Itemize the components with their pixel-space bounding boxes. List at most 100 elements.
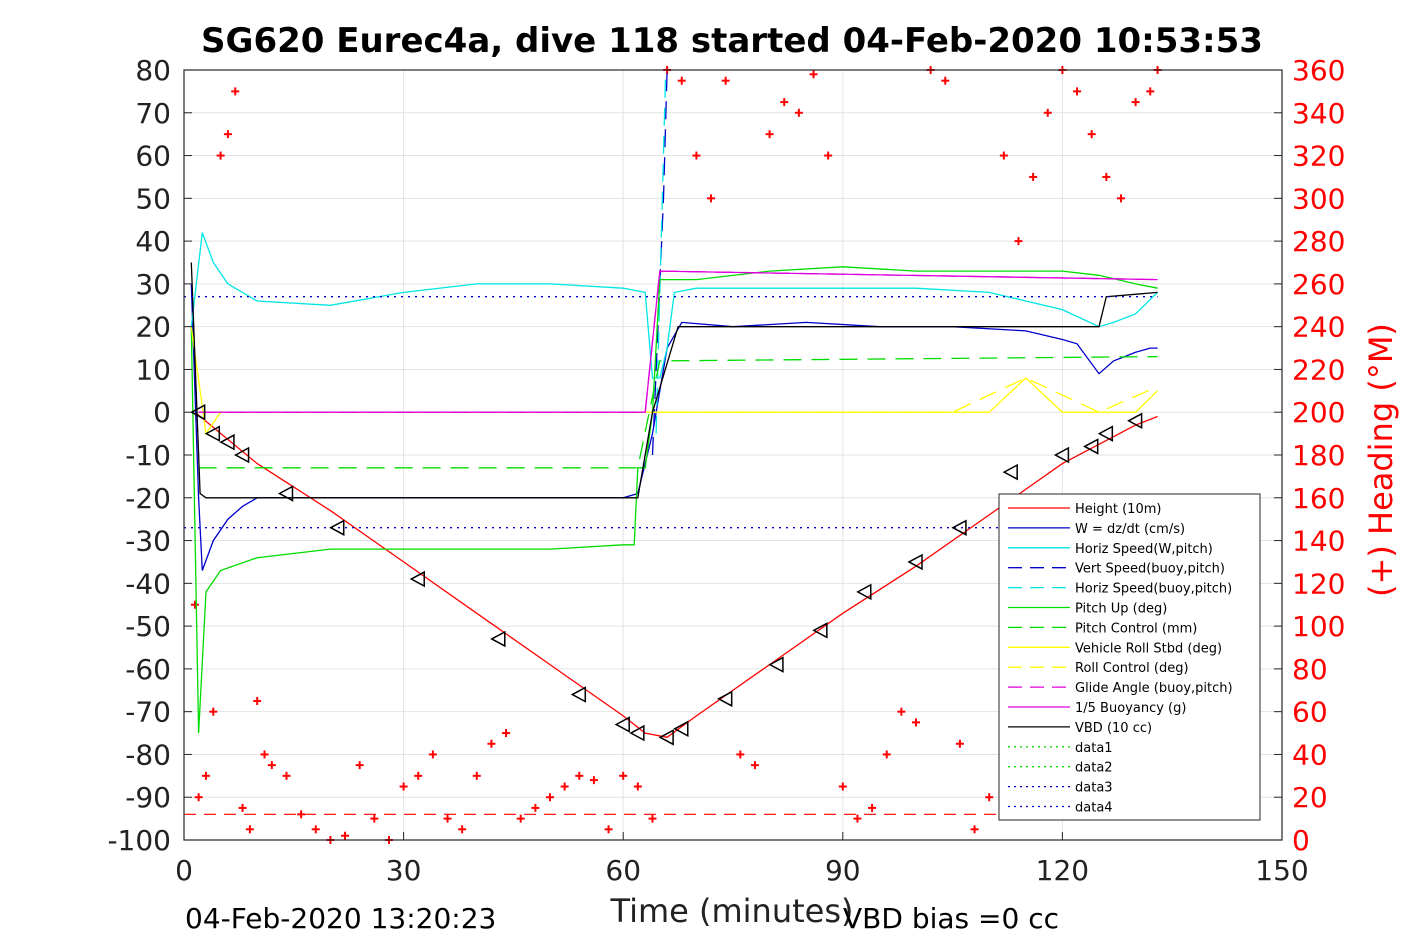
dive-marker	[490, 630, 506, 648]
heading-point	[970, 825, 979, 834]
y-axis-ticks: 80 70 60 50 40 30 20 10 0 -10 -20 -30 -40 -50 -60 -70 -8…	[107, 54, 192, 857]
y2-tick-label: 280	[1292, 225, 1345, 258]
legend: Height (10m) W = dz/dt (cm/s) Horiz Speed(…	[998, 493, 1261, 821]
heading-point	[765, 130, 774, 139]
heading-point	[560, 782, 569, 791]
legend-label: Glide Angle (buoy,pitch)	[1075, 681, 1233, 696]
y2-tick-label: 240	[1292, 311, 1345, 344]
x-tick-label: 120	[1036, 854, 1089, 887]
heading-point	[1014, 237, 1023, 246]
heading-point	[267, 761, 276, 770]
heading-point	[692, 151, 701, 160]
y-tick-label: 50	[135, 182, 171, 215]
legend-label: Pitch Up (deg)	[1075, 602, 1167, 617]
dive-marker	[768, 656, 784, 673]
heading-point	[750, 761, 759, 770]
heading-point	[443, 814, 452, 823]
y-tick-label: 30	[135, 268, 171, 301]
x-tick-label: 30	[386, 854, 422, 887]
legend-label: Roll Control (deg)	[1075, 661, 1189, 676]
y2-tick-label: 120	[1292, 567, 1345, 600]
heading-point	[399, 782, 408, 791]
y2-tick-label: 80	[1292, 653, 1328, 686]
dive-marker	[219, 433, 235, 451]
y2-tick-label: 220	[1292, 353, 1345, 386]
heading-point	[414, 771, 423, 780]
footer-vbd-bias: VBD bias =0 cc	[843, 902, 1059, 935]
dive-marker	[1097, 425, 1114, 442]
dive-marker	[204, 425, 221, 442]
legend-label: data2	[1075, 761, 1113, 776]
dive-marker	[951, 519, 967, 536]
dive-marker	[812, 622, 828, 639]
y2-tick-label: 200	[1292, 396, 1345, 429]
heading-point	[1087, 130, 1096, 139]
series-line-10	[198, 270, 1158, 413]
y-tick-label: 20	[135, 311, 171, 344]
x-axis-label: Time (minutes)	[610, 892, 854, 930]
x-tick-label: 90	[825, 854, 861, 887]
heading-point	[882, 750, 891, 759]
heading-point	[1131, 98, 1140, 107]
y-tick-label: 70	[135, 97, 171, 130]
heading-point	[1029, 172, 1038, 181]
y-tick-label: -20	[125, 482, 171, 515]
dive-marker	[658, 729, 674, 746]
heading-point	[633, 782, 642, 791]
heading-point	[604, 825, 613, 834]
dive-marker	[233, 446, 250, 464]
heading-point	[1043, 108, 1052, 117]
legend-label: data3	[1075, 781, 1113, 796]
dive-marker	[409, 570, 425, 588]
chart-title: SG620 Eurec4a, dive 118 started 04-Feb-2…	[201, 21, 1263, 61]
heading-point	[487, 739, 496, 748]
heading-point	[260, 750, 269, 759]
y-tick-label: 40	[135, 225, 171, 258]
heading-point	[223, 130, 232, 139]
dive-marker	[614, 716, 630, 733]
dive-marker	[1083, 438, 1099, 455]
y-tick-label: 0	[153, 396, 171, 429]
x-axis-ticks: 0 30 60 90 120 150	[175, 832, 1309, 887]
heading-point	[838, 782, 847, 791]
y2-tick-label: 360	[1292, 54, 1345, 87]
y2-tick-label: 140	[1292, 525, 1345, 558]
y2-tick-label: 60	[1292, 696, 1328, 729]
heading-point	[282, 771, 291, 780]
y-tick-label: 80	[135, 54, 171, 87]
heading-point	[516, 814, 525, 823]
y2-tick-label: 160	[1292, 482, 1345, 515]
y2-tick-label: 40	[1292, 738, 1328, 771]
heading-point	[370, 814, 379, 823]
legend-label: VBD (10 cc)	[1075, 721, 1152, 736]
legend-label: Horiz Speed(buoy,pitch)	[1075, 582, 1232, 597]
series-line-1	[190, 283, 1158, 571]
heading-point	[912, 718, 920, 727]
heading-point	[355, 761, 364, 770]
legend-label: Vehicle Roll Stbd (deg)	[1075, 641, 1222, 656]
dive-marker	[673, 720, 689, 738]
legend-label: Horiz Speed(W,pitch)	[1075, 542, 1213, 557]
heading-point	[311, 825, 320, 834]
dive-marker	[1053, 446, 1070, 464]
heading-point	[428, 750, 437, 759]
heading-point	[231, 87, 240, 96]
heading-point	[209, 707, 218, 716]
x-tick-label: 150	[1255, 854, 1308, 887]
y-tick-label: 60	[135, 140, 171, 173]
legend-label: W = dz/dt (cm/s)	[1075, 522, 1185, 537]
y-tick-label: 10	[135, 353, 171, 386]
heading-point	[1116, 194, 1125, 203]
heading-point	[253, 696, 262, 705]
legend-label: Height (10m)	[1075, 502, 1161, 517]
y-tick-label: -100	[107, 824, 171, 857]
y-tick-label: -80	[125, 738, 171, 771]
heading-point	[677, 76, 686, 85]
y-tick-label: -50	[125, 610, 171, 643]
legend-label: data4	[1075, 801, 1113, 816]
y2-tick-label: 300	[1292, 182, 1345, 215]
heading-point	[985, 793, 994, 802]
heading-point	[1102, 172, 1111, 181]
heading-point	[780, 98, 789, 107]
dive-marker	[570, 686, 587, 703]
